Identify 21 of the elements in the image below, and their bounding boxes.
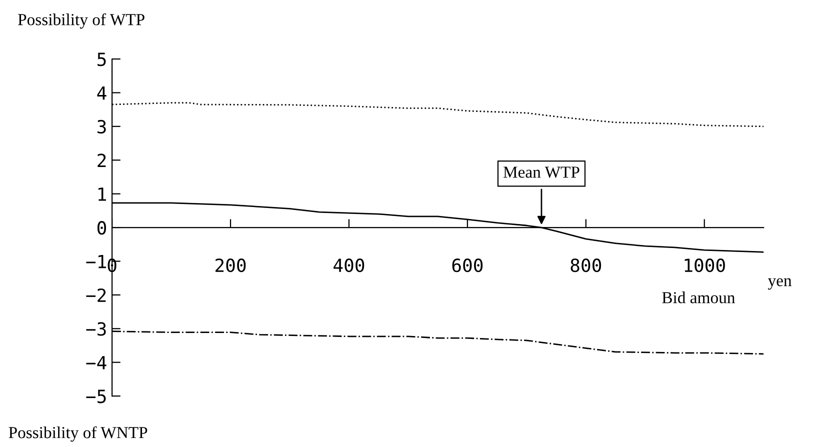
y-tick-label: −1 bbox=[86, 254, 106, 268]
text: yen bbox=[768, 278, 792, 290]
y-tick-label: 3 bbox=[98, 120, 106, 134]
annotation: Mean WTP bbox=[503, 166, 580, 178]
y-axis-title: Possibility of WTP bbox=[18, 13, 144, 29]
y-tick-label: 1 bbox=[98, 188, 106, 201]
x-axis-title: Bid amoun bbox=[662, 292, 735, 304]
x-tick-label: 1000 bbox=[684, 258, 725, 272]
y-tick-label: −4 bbox=[86, 356, 106, 370]
y-tick-label: 0 bbox=[97, 221, 106, 235]
y-tick-label: 5 bbox=[98, 52, 106, 66]
y-tick-label: −5 bbox=[86, 390, 106, 404]
x-tick-label: 200 bbox=[216, 258, 246, 272]
y-tick-label: 4 bbox=[97, 86, 106, 100]
x-tick-label: 400 bbox=[334, 258, 364, 272]
y-tick-label: −2 bbox=[86, 288, 106, 302]
y-tick-label: 2 bbox=[98, 154, 106, 168]
y-tick-label: −3 bbox=[86, 322, 106, 336]
x-tick-label: 600 bbox=[452, 258, 483, 272]
x-tick-label: 800 bbox=[570, 258, 602, 272]
text: Possibility of WNTP bbox=[8, 426, 148, 442]
